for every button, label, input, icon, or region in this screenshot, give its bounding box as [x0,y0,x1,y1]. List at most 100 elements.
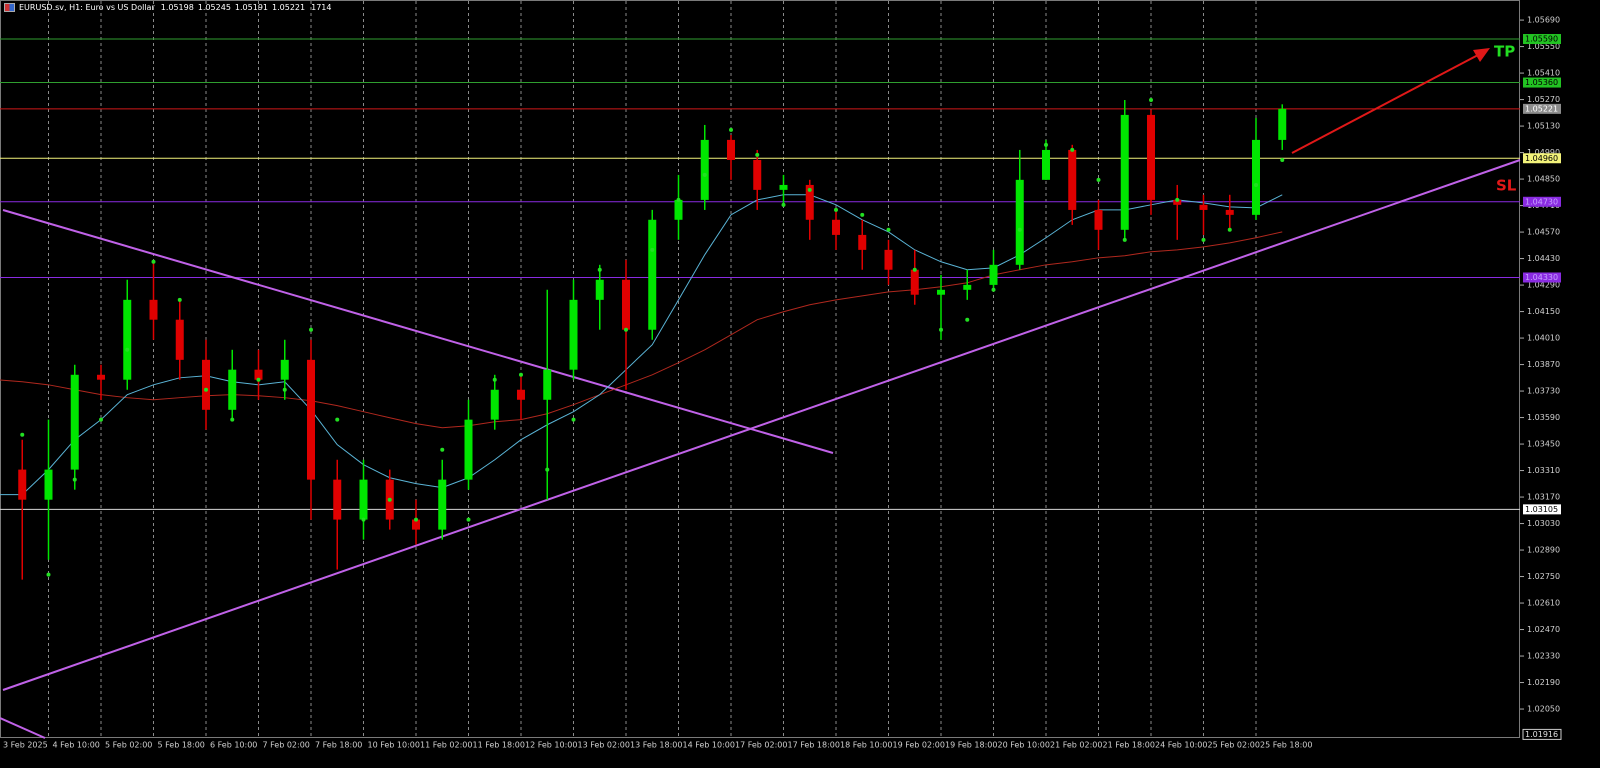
candle-body [464,419,473,480]
candle-body [648,219,657,330]
candle-body [1094,209,1103,230]
chart-header: EURUSD.sv, H1: Euro vs US Dollar 1.05198… [4,3,331,12]
sar-dot [1149,97,1153,102]
grid [48,1,1257,738]
candle-body [674,199,683,220]
y-tick-label: 1.02610 [1527,599,1560,608]
sar-dot [256,377,261,382]
x-tick-label: 24 Feb 10:00 [1155,741,1207,750]
y-tick-label: 1.04850 [1527,175,1560,184]
sar-dot [335,417,340,422]
y-tick-label: 1.04290 [1527,281,1560,290]
bottom-label: 1.01916 [1525,730,1558,739]
sar-dot [650,247,655,252]
candle-body [832,219,840,235]
x-tick-label: 11 Feb 02:00 [420,741,472,750]
sar-dot [414,517,418,522]
candle-body [963,284,972,290]
bottom-label-box [1522,728,1562,740]
candle-body [175,319,184,360]
candle-body [280,359,289,380]
y-tick-label: 1.04570 [1527,228,1560,237]
x-tick-label: 5 Feb 02:00 [105,741,152,750]
tp-annotation: TP [1494,43,1515,61]
y-tick-label: 1.03450 [1527,440,1560,449]
y-tick-label: 1.03590 [1527,413,1560,422]
sar-dot [597,267,602,272]
sar-dot [1070,147,1075,152]
x-tick-label: 21 Feb 02:00 [1050,741,1102,750]
sl-annotation: SL [1496,177,1517,195]
quote-high: 1.05245 [197,3,231,12]
y-tick-label: 1.04990 [1527,148,1560,157]
x-tick-label: 7 Feb 18:00 [315,741,362,750]
x-tick-label: 6 Feb 10:00 [210,741,257,750]
y-tick-label: 1.02050 [1527,705,1560,714]
candle-body [1278,108,1287,140]
candle-body [727,139,735,160]
sar-dot [151,259,156,264]
y-tick-label: 1.05550 [1527,42,1560,51]
sar-dot [177,297,182,302]
candle-body [149,299,158,320]
y-tick-label: 1.03310 [1527,466,1560,475]
level-label: 1.05360 [1525,78,1558,87]
x-tick-label: 17 Feb 18:00 [788,741,840,750]
sar-dot [309,327,313,332]
candle-body [438,479,447,530]
sar-dot [1122,237,1127,242]
symbol-title: EURUSD.sv, H1: Euro vs US Dollar [19,3,155,12]
y-tick-label: 1.04010 [1527,334,1560,343]
x-tick-label: 4 Feb 10:00 [53,741,100,750]
candle-body [858,234,867,250]
sar-dot [230,417,235,422]
sar-dot [72,477,77,482]
x-tick-label: 13 Feb 18:00 [630,741,682,750]
candle-body [70,374,79,470]
candle-body [1120,114,1129,230]
x-tick-label: 21 Feb 18:00 [1103,741,1155,750]
candle-body [359,479,368,520]
sar-dot [466,517,471,522]
sar-dot [99,417,103,422]
y-tick-label: 1.04430 [1527,254,1560,263]
x-tick-label: 14 Feb 10:00 [683,741,735,750]
quote-close: 1.05221 [272,3,306,12]
candle-body [1199,204,1208,210]
candle-body [228,369,237,410]
candle-body [1252,139,1260,215]
candle-body [412,519,420,530]
moving-average [0,194,1283,496]
candle-body [1015,179,1024,265]
candle-body [97,374,105,380]
level-box [1523,504,1561,515]
level-box [1523,77,1561,88]
level-label: 1.04730 [1525,197,1558,206]
sar-dot [1175,197,1180,202]
y-tick-label: 1.04150 [1527,307,1560,316]
sar-dot [519,372,523,377]
level-label: 1.04960 [1525,154,1558,163]
candle-body [622,279,630,330]
levels [0,38,1520,510]
series [0,97,1287,580]
candle-body [989,264,998,285]
x-tick-label: 5 Feb 18:00 [158,741,205,750]
sar-dot [1044,142,1048,147]
sar-dot [20,432,25,437]
axes: 3 Feb 2025 4 Feb 10:00 5 Feb 02:00 5 Feb 18… [3,16,1562,750]
level-label: 1.03105 [1525,505,1558,514]
candle-body [937,289,945,295]
sar-dot [1254,182,1258,187]
sar-dot [1201,237,1206,242]
sar-dot [860,212,865,217]
y-tick-label: 1.03730 [1527,387,1560,396]
quote-volume: 1714 [311,3,332,12]
candle-body [517,389,525,400]
candle-body [1173,199,1182,205]
candle-body [910,269,919,295]
y-tick-label: 1.03030 [1527,519,1560,528]
sar-dot [729,127,733,132]
x-tick-label: 13 Feb 02:00 [578,741,630,750]
x-tick-label: 11 Feb 18:00 [473,741,525,750]
